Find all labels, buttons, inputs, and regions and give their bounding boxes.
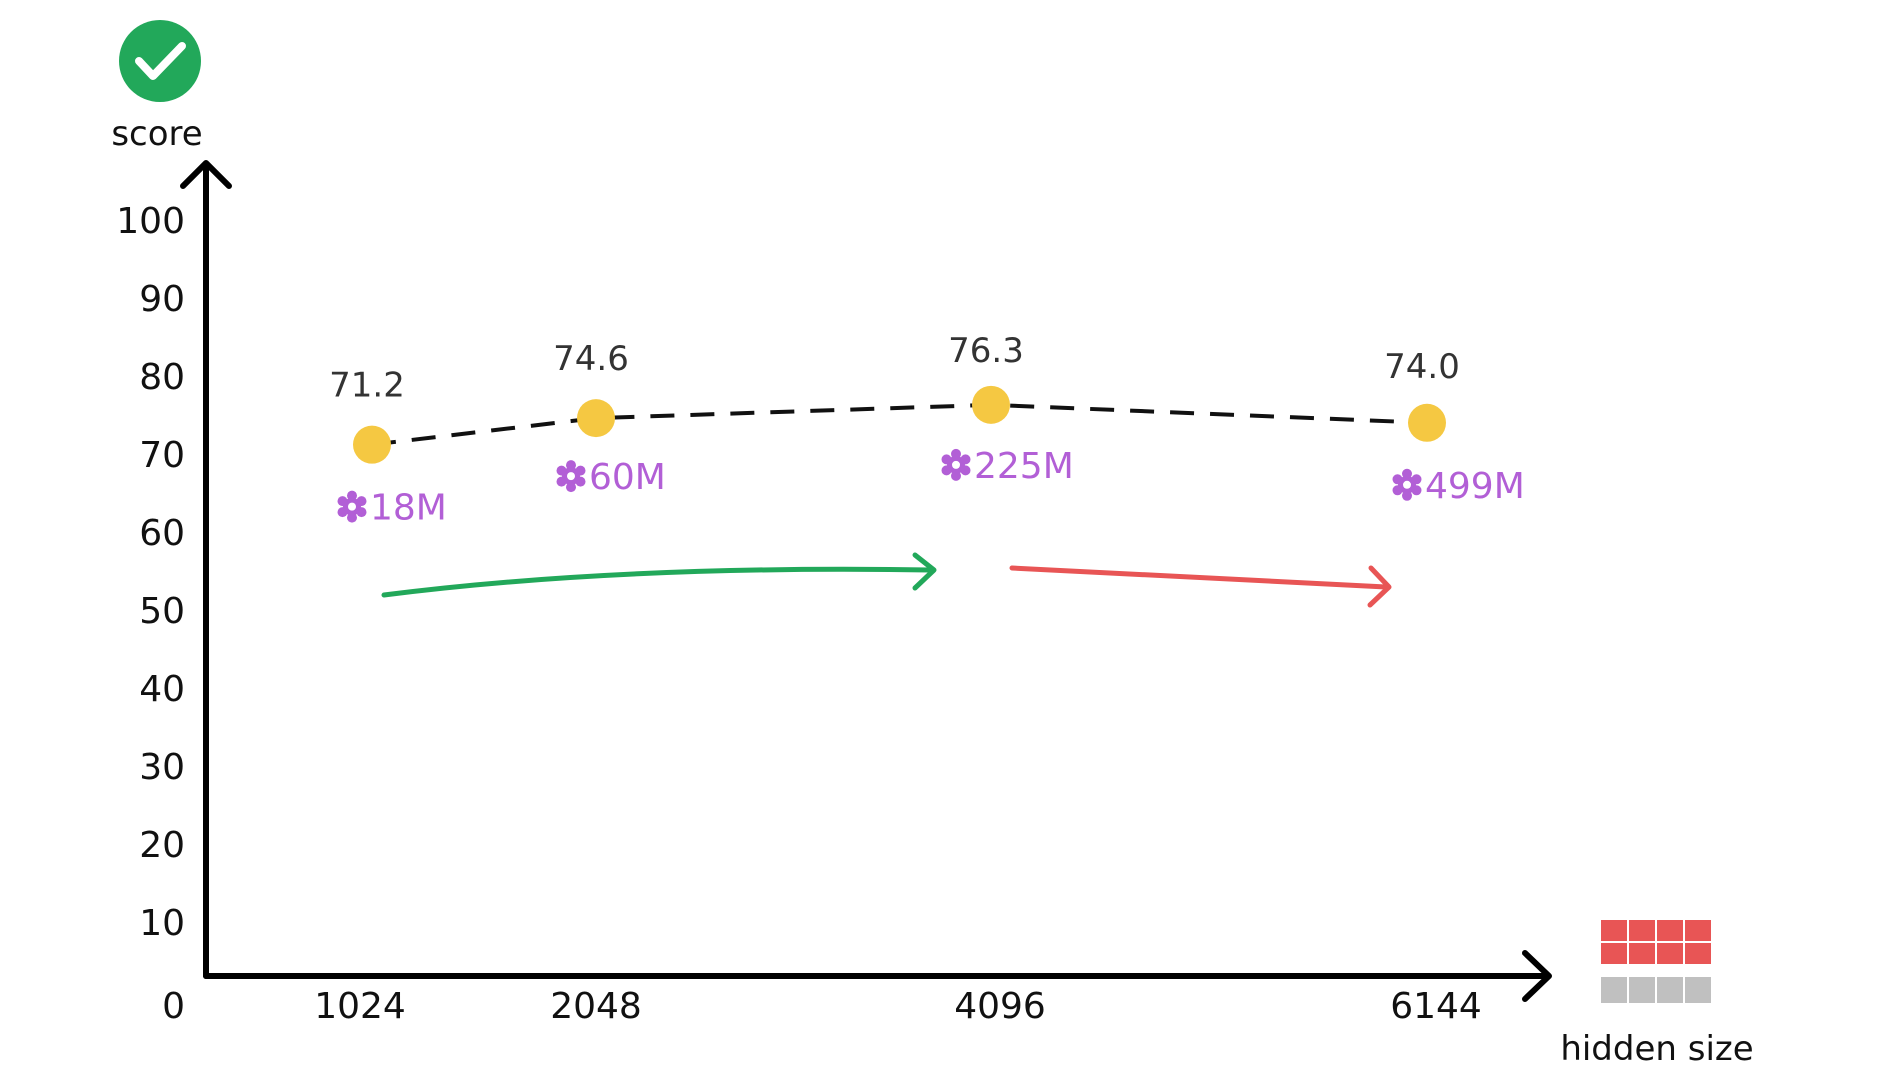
param-count-label: 18M xyxy=(370,488,447,529)
trend-arrow-up xyxy=(381,552,937,598)
y-tick-label: 30 xyxy=(139,747,185,788)
y-tick-label: 0 xyxy=(162,986,185,1027)
y-tick-label: 50 xyxy=(139,591,185,632)
y-tick-label: 10 xyxy=(139,903,185,944)
value-label: 74.0 xyxy=(1384,347,1460,387)
x-tick-label: 4096 xyxy=(954,986,1046,1027)
data-point xyxy=(577,399,615,438)
trend-arrow-down xyxy=(1009,565,1392,608)
y-tick-label: 70 xyxy=(139,435,185,476)
y-ticks: 0 10 20 30 40 50 60 70 80 90 100 xyxy=(116,201,185,1027)
y-tick-label: 60 xyxy=(139,513,185,554)
gear-icon xyxy=(1392,468,1422,501)
y-tick-label: 90 xyxy=(139,279,185,320)
data-point xyxy=(972,385,1010,424)
param-count-label: 499M xyxy=(1425,466,1525,507)
value-label: 74.6 xyxy=(553,339,629,379)
y-tick-label: 80 xyxy=(139,357,185,398)
data-point xyxy=(1408,403,1446,442)
series-line xyxy=(371,402,1428,447)
x-tick-label: 2048 xyxy=(550,986,642,1027)
x-ticks: 1024 2048 4096 6144 xyxy=(314,986,1482,1027)
y-axis-arrowhead xyxy=(180,160,232,189)
x-tick-label: 6144 xyxy=(1390,986,1482,1027)
value-label: 71.2 xyxy=(329,366,405,406)
series-group: 71.2 18M 74.6 60M 76.3 225M 74.0 499M xyxy=(329,331,1525,529)
gear-icon xyxy=(941,448,971,481)
check-icon xyxy=(119,20,201,102)
param-count-label: 225M xyxy=(974,446,1074,487)
y-axis-label: score xyxy=(111,114,202,154)
value-label: 76.3 xyxy=(948,331,1024,371)
y-tick-label: 20 xyxy=(139,825,185,866)
x-axis-label: hidden size xyxy=(1560,1029,1753,1068)
gear-icon xyxy=(337,490,367,523)
x-tick-label: 1024 xyxy=(314,986,406,1027)
data-point xyxy=(353,425,391,464)
grid-icon xyxy=(1601,920,1711,1003)
param-count-label: 60M xyxy=(589,457,666,498)
y-tick-label: 100 xyxy=(116,201,185,242)
y-tick-label: 40 xyxy=(139,669,185,710)
x-axis-arrowhead xyxy=(1522,950,1552,1002)
gear-icon xyxy=(556,460,586,493)
